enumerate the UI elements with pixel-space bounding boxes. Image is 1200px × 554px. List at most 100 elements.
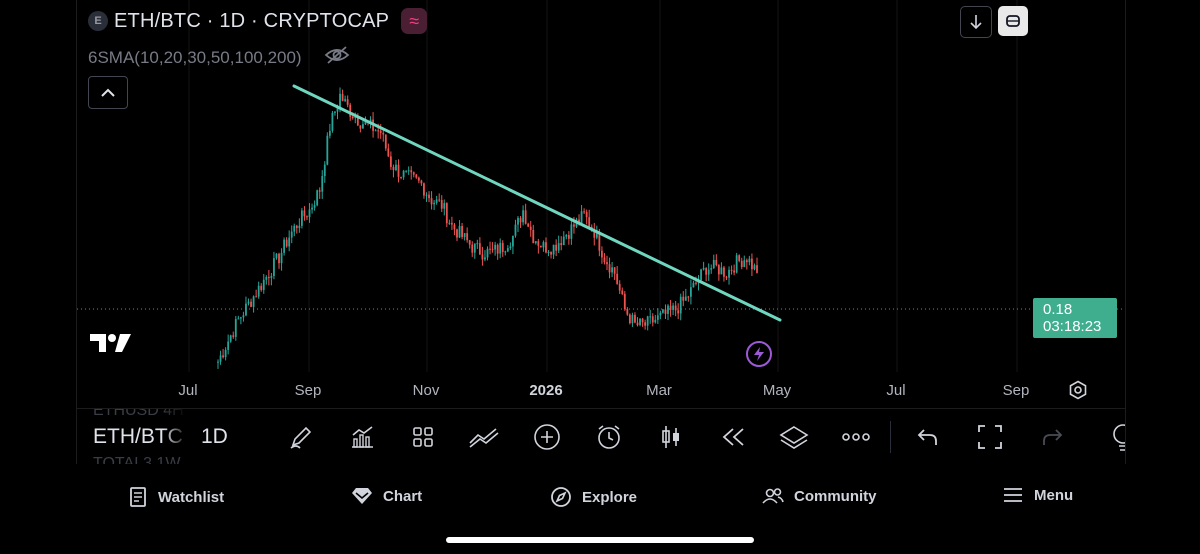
- replay-icon[interactable]: [717, 421, 749, 453]
- candle: [323, 161, 326, 183]
- candle: [534, 241, 537, 245]
- candle: [529, 220, 532, 237]
- fullscreen-icon[interactable]: [974, 421, 1006, 453]
- candle: [702, 261, 705, 271]
- candle: [669, 300, 672, 317]
- indicator-legend[interactable]: 6SMA(10,20,30,50,100,200): [88, 45, 350, 70]
- indicator-label[interactable]: 6SMA(10,20,30,50,100,200): [88, 47, 302, 67]
- candle: [537, 238, 540, 254]
- candle: [715, 254, 718, 267]
- tradingview-logo-icon: [90, 332, 132, 359]
- candle: [748, 255, 751, 266]
- nav-chart[interactable]: Chart: [351, 486, 422, 506]
- nav-watchlist-label: Watchlist: [158, 488, 225, 506]
- candle: [504, 250, 507, 256]
- candle: [634, 312, 636, 324]
- candle: [527, 222, 530, 227]
- chart-settings-icon[interactable]: [1068, 380, 1088, 405]
- indicators-icon[interactable]: [346, 421, 378, 453]
- collapse-legend-button[interactable]: [88, 76, 128, 109]
- candle: [255, 289, 258, 298]
- candle: [712, 254, 715, 269]
- add-icon[interactable]: [531, 421, 563, 453]
- redo-icon[interactable]: [1036, 421, 1068, 453]
- nav-explore[interactable]: Explore: [550, 486, 637, 508]
- sync-button[interactable]: [998, 6, 1028, 36]
- toolbar-symbol[interactable]: ETH/BTC: [93, 425, 183, 448]
- candle: [331, 110, 334, 133]
- candle: [456, 228, 458, 242]
- nav-community[interactable]: Community: [762, 486, 877, 506]
- candle: [293, 223, 296, 237]
- candle: [745, 258, 748, 270]
- candle: [463, 233, 466, 241]
- more-icon[interactable]: [840, 421, 872, 453]
- candle: [389, 151, 392, 170]
- candle: [689, 279, 692, 305]
- candle: [753, 263, 756, 271]
- candle: [550, 251, 552, 259]
- community-icon: [762, 488, 784, 504]
- candle: [684, 288, 687, 301]
- layers-icon[interactable]: [778, 421, 810, 453]
- nav-watchlist[interactable]: Watchlist: [128, 486, 224, 508]
- scroll-down-button[interactable]: [960, 6, 992, 38]
- toolbar-resolution[interactable]: 1D: [201, 425, 228, 448]
- candle: [725, 275, 728, 280]
- price-chart[interactable]: [77, 0, 1125, 408]
- home-indicator[interactable]: [446, 537, 754, 543]
- arrow-down-icon: [970, 15, 982, 30]
- candle: [402, 169, 405, 180]
- compass-icon: [551, 487, 571, 507]
- templates-icon[interactable]: [407, 421, 439, 453]
- drawn-trendline[interactable]: [292, 84, 782, 322]
- candle: [728, 266, 730, 285]
- candle: [562, 231, 565, 246]
- candle: [415, 173, 418, 179]
- candle: [301, 207, 303, 229]
- nav-menu[interactable]: Menu: [1002, 486, 1073, 504]
- symbol-header[interactable]: E ETH/BTC · 1D · CRYPTOCAP ≈: [88, 8, 428, 34]
- x-axis-label: Sep: [294, 382, 322, 399]
- candle: [321, 170, 324, 199]
- candle: [328, 123, 331, 139]
- candle: [740, 257, 743, 270]
- candle: [667, 304, 669, 321]
- flash-icon[interactable]: [746, 341, 772, 367]
- ideas-icon[interactable]: [1107, 421, 1125, 453]
- candle: [278, 252, 280, 269]
- watchlist-icon: [130, 487, 146, 507]
- compare-icon[interactable]: [468, 421, 500, 453]
- candle: [547, 250, 550, 257]
- candle: [509, 242, 512, 250]
- symbol-title[interactable]: ETH/BTC · 1D · CRYPTOCAP: [114, 9, 390, 32]
- ghost-symbol-below: TOTAL3 1W: [93, 455, 181, 465]
- candle: [267, 270, 270, 286]
- candle: [606, 255, 608, 271]
- chart-area[interactable]: [76, 0, 1126, 408]
- candle: [677, 303, 680, 320]
- candle: [659, 310, 662, 320]
- approx-badge[interactable]: ≈: [401, 8, 428, 34]
- candle: [542, 240, 545, 252]
- candle: [417, 176, 420, 184]
- candle: [674, 301, 677, 317]
- candle: [306, 215, 308, 221]
- chart-toolbar[interactable]: ETHUSD 4H ETH/BTC 1D TOTAL3 1W: [76, 408, 1126, 465]
- candle: [275, 253, 278, 260]
- candle-type-icon[interactable]: [655, 421, 687, 453]
- undo-icon[interactable]: [912, 421, 944, 453]
- draw-icon[interactable]: [285, 421, 317, 453]
- x-axis-label: Jul: [178, 382, 198, 399]
- alert-icon[interactable]: [593, 421, 625, 453]
- hide-eye-icon[interactable]: [324, 45, 350, 70]
- candle: [705, 267, 708, 282]
- candle: [636, 317, 639, 327]
- candle: [570, 219, 573, 245]
- candle: [473, 243, 476, 259]
- candle: [234, 315, 237, 341]
- candle: [311, 203, 313, 214]
- candle: [318, 187, 321, 199]
- candle: [334, 111, 336, 116]
- candle: [410, 166, 413, 180]
